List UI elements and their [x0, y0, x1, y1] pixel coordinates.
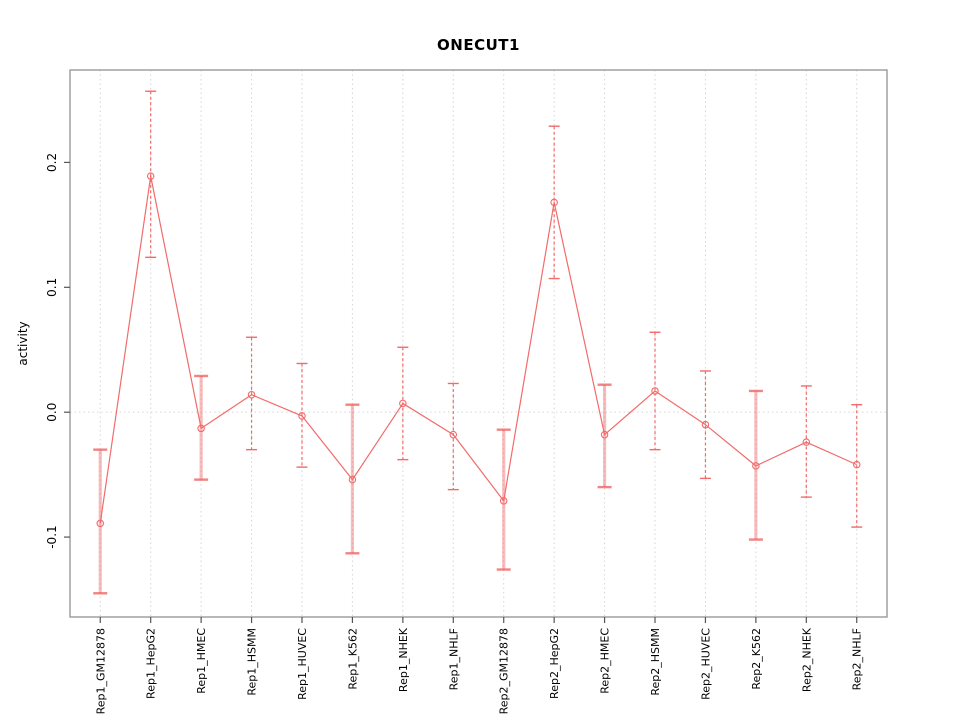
gridlines	[70, 70, 887, 617]
plot-frame	[69, 69, 888, 618]
data-point	[499, 497, 508, 505]
data-point	[449, 430, 458, 439]
data-point	[96, 519, 105, 528]
x-tick-label: Rep1_HepG2	[145, 628, 158, 699]
x-tick-label: Rep1_GM12878	[94, 628, 107, 714]
data-point	[247, 390, 256, 399]
x-tick-label: Rep2_K562	[750, 628, 763, 690]
data-point	[197, 424, 205, 433]
x-tick-label: Rep2_NHEK	[800, 627, 813, 692]
x-tick-label: Rep2_HepG2	[548, 628, 561, 699]
x-tick-label: Rep2_HSMM	[649, 628, 662, 696]
data-line	[99, 175, 857, 524]
data-point	[298, 412, 306, 420]
y-axis: -0.1 0.0 0.1 0.2 activity	[16, 153, 70, 549]
x-tick-label: Rep1_NHEK	[397, 627, 410, 692]
data-points	[96, 172, 861, 528]
y-axis-title: activity	[16, 321, 30, 365]
data-point	[752, 462, 760, 470]
x-tick-label: Rep2_NHLF	[851, 628, 864, 690]
x-tick-label: Rep1_HMEC	[195, 628, 208, 694]
data-point	[399, 399, 407, 408]
data-point	[146, 172, 155, 180]
x-tick-label: Rep1_HSMM	[246, 628, 259, 696]
y-tick-label: -0.1	[45, 525, 59, 548]
x-tick-label: Rep1_K562	[346, 628, 359, 690]
data-point	[600, 430, 609, 439]
y-tick-label: 0.2	[45, 153, 59, 172]
data-point	[651, 387, 659, 395]
y-tick-label: 0.0	[45, 403, 59, 422]
x-tick-label: Rep2_HUVEC	[699, 628, 712, 700]
y-tick-label: 0.1	[45, 278, 59, 297]
x-tick-label: Rep2_HMEC	[599, 628, 612, 694]
data-point	[852, 460, 861, 469]
x-tick-label: Rep2_GM12878	[498, 628, 511, 714]
x-tick-label: Rep1_HUVEC	[296, 628, 309, 700]
error-bars	[93, 90, 863, 595]
data-point	[701, 420, 710, 429]
data-point	[550, 198, 558, 207]
data-point	[348, 475, 357, 484]
x-axis: Rep1_GM12878 Rep1_HepG2 Rep1_HMEC Rep1_HSMM…	[94, 617, 864, 714]
data-point	[802, 438, 811, 446]
chart-title: ONECUT1	[437, 36, 520, 54]
x-tick-label: Rep1_NHLF	[447, 628, 460, 690]
